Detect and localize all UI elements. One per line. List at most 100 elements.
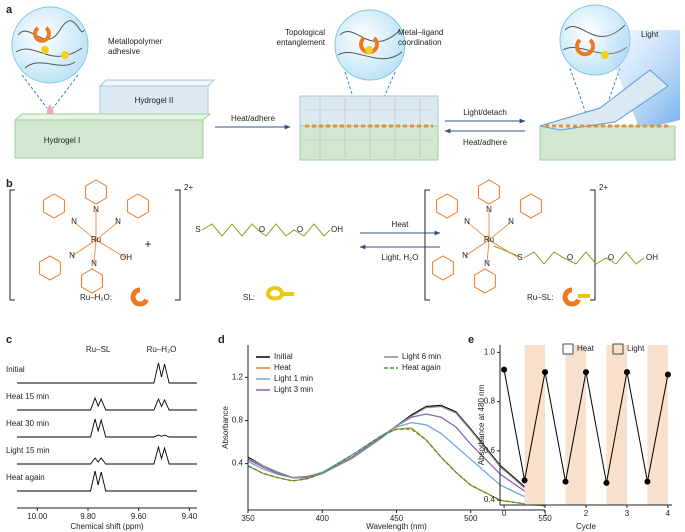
series-label: Heat 15 min — [6, 392, 49, 401]
bond — [466, 221, 490, 241]
bracket — [424, 189, 596, 301]
legend-label: Heat again — [402, 363, 441, 372]
bond — [71, 239, 97, 257]
step-label: Light/detach — [463, 108, 507, 117]
atom: N — [484, 259, 490, 268]
bond — [464, 239, 490, 257]
pyridine-ring — [478, 179, 500, 205]
legend-label: Heat — [577, 344, 595, 353]
sl-icon — [266, 286, 294, 301]
pyridine-ring — [432, 255, 454, 281]
atom: Ru — [484, 235, 494, 244]
pyridine-ring — [520, 193, 542, 219]
bond — [493, 245, 519, 257]
charge: 2+ — [184, 183, 193, 192]
bubble — [11, 6, 89, 84]
y-tick-label: 0.4 — [232, 459, 244, 468]
x-tick-label: 0 — [502, 509, 507, 518]
x-axis-label: Chemical shift (ppm) — [70, 522, 144, 531]
hydrogel-top — [13, 113, 212, 121]
sl-icon — [601, 51, 609, 59]
x-tick-label: 350 — [241, 514, 255, 523]
x-tick-label: 3 — [625, 509, 630, 518]
bubble — [334, 9, 406, 81]
atom: O — [567, 253, 573, 262]
bond — [95, 221, 119, 241]
ru-icon — [130, 287, 150, 307]
label: Topological — [285, 28, 325, 37]
point — [501, 366, 508, 373]
chains — [337, 29, 403, 60]
droplet — [46, 104, 54, 116]
bond — [95, 239, 127, 259]
series-label: Heat 30 min — [6, 419, 49, 428]
atom: N — [115, 217, 121, 226]
hydrogel-1 — [14, 119, 204, 159]
legend-label: Light — [627, 344, 645, 353]
label: Metallopolymer — [108, 37, 163, 46]
ru-icon — [575, 38, 595, 57]
legend-swatch — [562, 343, 574, 355]
atom: N — [93, 205, 99, 214]
zoom-line — [52, 74, 79, 109]
series-line — [247, 428, 546, 507]
hydrogel-label: Hydrogel I — [44, 136, 80, 145]
step-label: Heat — [392, 220, 410, 229]
series-label: Light 15 min — [6, 446, 50, 455]
y-axis-label: Absorbance at 480 nm — [477, 384, 486, 465]
pyridine-ring — [43, 193, 65, 219]
legend-label: Light 1 min — [274, 374, 313, 383]
hydrogel-2 — [299, 95, 439, 127]
step-label: Heat/adhere — [463, 138, 508, 147]
panel-b-art — [9, 189, 645, 307]
x-tick-label: 10.00 — [27, 512, 48, 521]
series-label: Initial — [6, 365, 25, 374]
bond — [488, 221, 512, 241]
sl-icon — [61, 51, 69, 59]
panel-label: e — [468, 334, 474, 346]
series-line — [247, 405, 546, 499]
atom: O — [297, 225, 303, 234]
sl-icon — [41, 46, 49, 54]
x-tick-label: 500 — [464, 514, 478, 523]
atom: N — [71, 217, 77, 226]
atom: N — [69, 251, 75, 260]
plus: + — [144, 237, 151, 251]
spectrum — [17, 396, 197, 411]
panel-label: c — [6, 334, 12, 346]
spectrum — [17, 362, 197, 384]
annotation: Ru–SL — [86, 345, 111, 354]
point — [603, 479, 610, 486]
x-tick-label: 2 — [584, 509, 589, 518]
x-tick-label: 9.40 — [182, 512, 198, 521]
panel-label: d — [218, 334, 225, 346]
x-tick-label: 1 — [543, 509, 548, 518]
point — [562, 478, 569, 485]
pyridine-ring — [474, 268, 496, 294]
pyridine-ring — [85, 179, 107, 205]
network — [305, 98, 433, 158]
series-label: Heat again — [6, 473, 45, 482]
zoom-line — [21, 74, 48, 109]
point — [644, 478, 651, 485]
atom: O — [608, 253, 614, 262]
legend-label: Heat — [274, 363, 292, 372]
charge: 2+ — [599, 183, 608, 192]
pyridine-ring — [39, 255, 61, 281]
sl-chain — [201, 223, 331, 237]
atom: Ru — [91, 235, 101, 244]
point — [542, 369, 549, 376]
legend-label: Light 3 min — [274, 385, 313, 394]
x-tick-label: 450 — [390, 514, 404, 523]
legend-label: Initial — [274, 352, 293, 361]
pyridine-ring — [127, 193, 149, 219]
x-tick-label: 550 — [538, 514, 552, 523]
panel-label: a — [6, 4, 13, 16]
label: coordination — [398, 38, 442, 47]
spectrum — [17, 470, 197, 492]
y-tick-label: 1.0 — [484, 347, 496, 356]
atom: N — [486, 205, 492, 214]
atom: OH — [120, 253, 132, 262]
annotation: Ru–H₂O — [147, 345, 177, 354]
